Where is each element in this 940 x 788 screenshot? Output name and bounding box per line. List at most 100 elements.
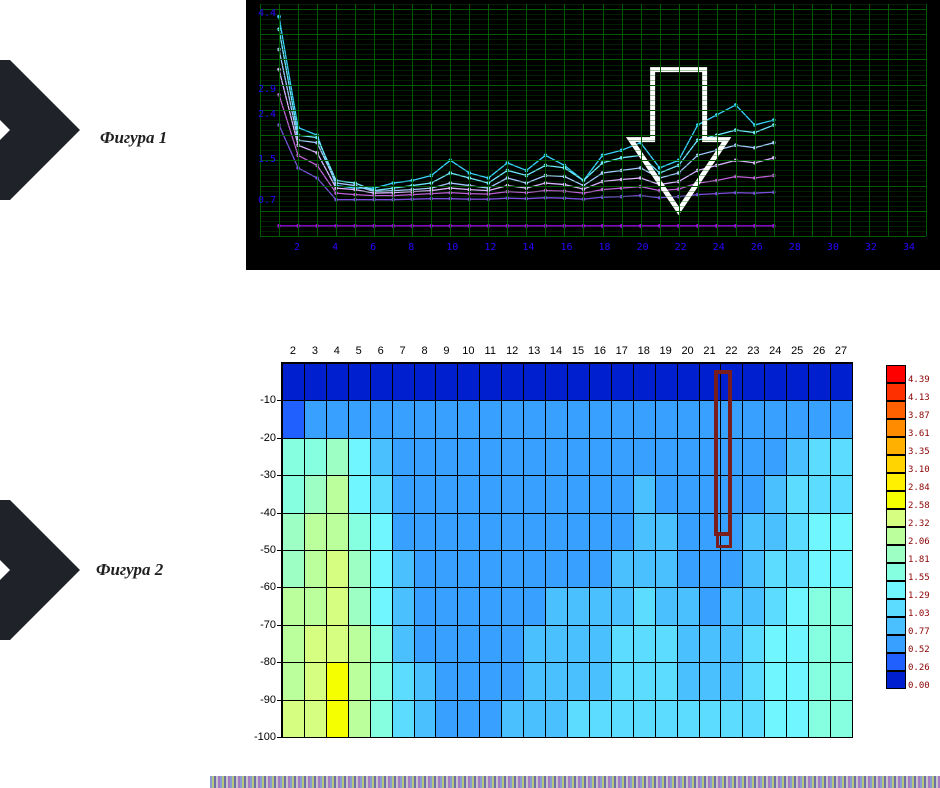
legend-color-box — [886, 383, 906, 401]
chart-1-ytick: 2.4 — [258, 109, 276, 120]
chart-2-xtick: 10 — [462, 345, 474, 357]
side-arrow-2 — [0, 490, 80, 650]
legend-swatch: 1.29 — [886, 581, 936, 599]
chart-2-grid — [282, 363, 852, 737]
chart-2-xtick: 11 — [485, 345, 496, 357]
chart-2-xtick: 2 — [290, 345, 296, 357]
side-arrow-shape — [0, 500, 80, 640]
chart-2-xtick: 24 — [769, 345, 781, 357]
chart-1-xtick: 12 — [484, 242, 496, 253]
legend-color-box — [886, 617, 906, 635]
chart-2-xtick: 4 — [334, 345, 340, 357]
chart-2-marker-annotation — [714, 370, 732, 535]
legend-swatch: 3.61 — [886, 419, 936, 437]
legend-swatch: 1.81 — [886, 545, 936, 563]
chart-1-xtick: 30 — [827, 242, 839, 253]
chart-2-xtick: 7 — [400, 345, 406, 357]
chart-2-ytick: -80 — [246, 656, 276, 668]
side-arrow-1 — [0, 50, 80, 210]
chart-2-ytick: -60 — [246, 581, 276, 593]
chart-2-xtick: 22 — [725, 345, 737, 357]
chart-2-xtick: 19 — [660, 345, 672, 357]
chart-1-xtick: 20 — [637, 242, 649, 253]
chart-1-ytick: 1.5 — [258, 154, 276, 165]
chart-2-xtick: 15 — [572, 345, 584, 357]
legend-color-box — [886, 365, 906, 383]
chart-2-legend: 4.394.133.873.613.353.102.842.582.322.06… — [886, 365, 936, 689]
legend-swatch: 0.52 — [886, 635, 936, 653]
chart-1-xtick: 22 — [675, 242, 687, 253]
legend-color-box — [886, 581, 906, 599]
chart-2-xtick: 5 — [356, 345, 362, 357]
legend-swatch: 2.58 — [886, 491, 936, 509]
chart-1-ytick: 2.9 — [258, 84, 276, 95]
legend-swatch: 3.10 — [886, 455, 936, 473]
legend-swatch: 2.32 — [886, 509, 936, 527]
chart-2-ytick: -50 — [246, 544, 276, 556]
chart-2-ytick: -90 — [246, 694, 276, 706]
legend-color-box — [886, 563, 906, 581]
chart-2-ytick: -40 — [246, 507, 276, 519]
chart-2-xtick: 25 — [791, 345, 803, 357]
chart-2-ytick: -100 — [246, 731, 276, 743]
figure-2-label: Фигура 2 — [96, 560, 163, 580]
legend-color-box — [886, 419, 906, 437]
chart-2-heatmap: 4.394.133.873.613.353.102.842.582.322.06… — [246, 345, 940, 765]
figure-1-label: Фигура 1 — [100, 128, 167, 148]
legend-swatch: 1.03 — [886, 599, 936, 617]
chart-1-xtick: 14 — [522, 242, 534, 253]
chart-2-xtick: 27 — [835, 345, 847, 357]
chart-1-xtick: 24 — [713, 242, 725, 253]
chart-1-xtick: 4 — [332, 242, 338, 253]
legend-value: 0.00 — [908, 681, 930, 691]
chart-1-xtick: 32 — [865, 242, 877, 253]
legend-color-box — [886, 653, 906, 671]
chart-1-xtick: 16 — [560, 242, 572, 253]
chart-2-xtick: 14 — [550, 345, 562, 357]
chart-1-xtick: 26 — [751, 242, 763, 253]
chart-1-xtick: 8 — [408, 242, 414, 253]
legend-color-box — [886, 401, 906, 419]
chart-1-line: 2468101214161820222426283032340.71.52.42… — [246, 0, 940, 270]
chart-1-ytick: 0.7 — [258, 195, 276, 206]
page: { "labels": { "fig1": "Фигура 1", "fig2"… — [0, 0, 940, 788]
chart-2-xtick: 8 — [421, 345, 427, 357]
legend-swatch: 0.77 — [886, 617, 936, 635]
chart-2-xtick: 20 — [681, 345, 693, 357]
chart-2-ytick: -20 — [246, 432, 276, 444]
chart-2-xtick: 9 — [443, 345, 449, 357]
legend-color-box — [886, 527, 906, 545]
legend-color-box — [886, 491, 906, 509]
legend-swatch: 4.13 — [886, 383, 936, 401]
chart-2-xtick: 13 — [528, 345, 540, 357]
chart-2-ytick: -10 — [246, 394, 276, 406]
chart-2-xtick: 12 — [506, 345, 518, 357]
side-arrow-shape — [0, 60, 80, 200]
chart-1-plot-area: 2468101214161820222426283032340.71.52.42… — [260, 4, 926, 236]
legend-color-box — [886, 437, 906, 455]
legend-swatch: 0.00 — [886, 671, 936, 689]
chart-2-xtick: 26 — [813, 345, 825, 357]
chart-1-xtick: 34 — [903, 242, 915, 253]
legend-swatch: 0.26 — [886, 653, 936, 671]
chart-1-xtick: 6 — [370, 242, 376, 253]
legend-swatch: 2.06 — [886, 527, 936, 545]
legend-color-box — [886, 545, 906, 563]
chart-2-xtick: 21 — [703, 345, 715, 357]
chart-1-xtick: 10 — [446, 242, 458, 253]
legend-swatch: 3.35 — [886, 437, 936, 455]
chart-2-ytick: -30 — [246, 469, 276, 481]
chart-1-xtick: 2 — [294, 242, 300, 253]
chart-2-xtick: 16 — [594, 345, 606, 357]
legend-color-box — [886, 635, 906, 653]
legend-swatch: 2.84 — [886, 473, 936, 491]
chart-2-xtick: 17 — [616, 345, 628, 357]
chart-2-xtick: 6 — [378, 345, 384, 357]
chart-2-plot-area — [282, 363, 852, 737]
chart-2-marker-foot — [716, 532, 732, 548]
chart-2-xtick: 23 — [747, 345, 759, 357]
chart-1-ytick: 4.4 — [258, 8, 276, 19]
legend-color-box — [886, 509, 906, 527]
legend-swatch: 1.55 — [886, 563, 936, 581]
footer-noise-strip — [210, 776, 940, 788]
